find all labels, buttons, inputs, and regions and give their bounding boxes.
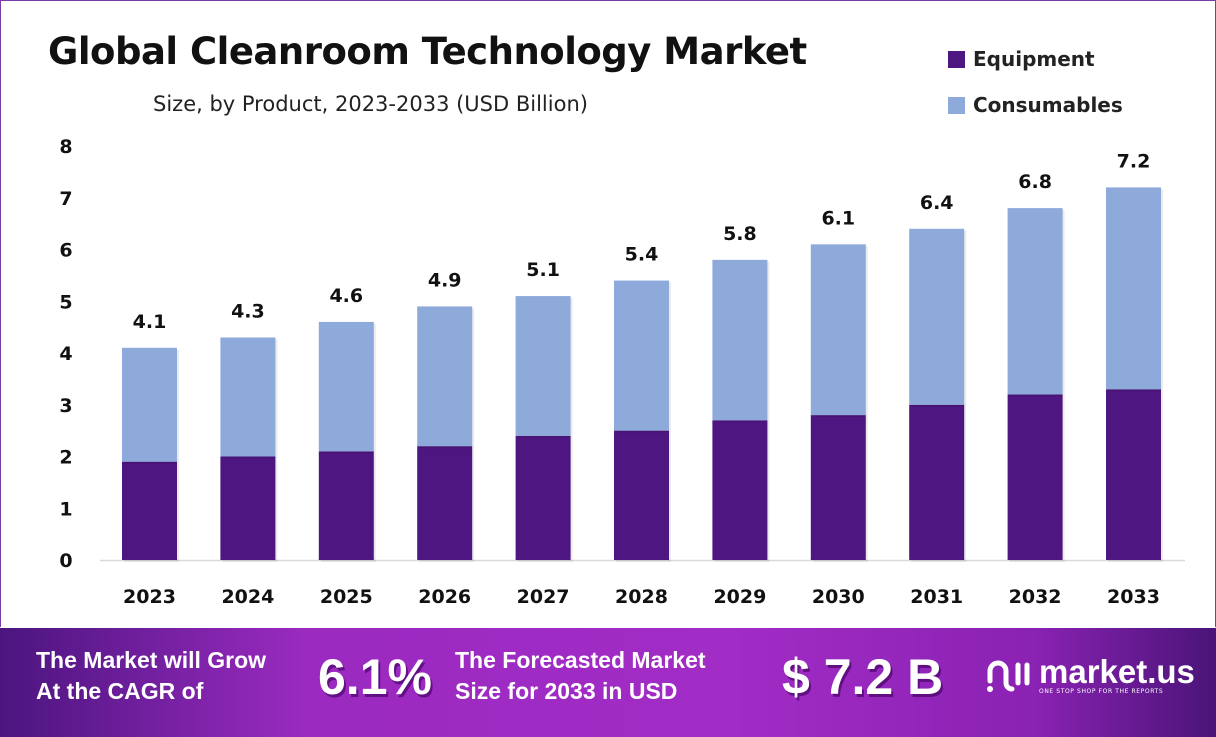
bar-consumables-2023 <box>122 347 177 462</box>
bar-equipment-2028 <box>614 430 669 560</box>
data-label-total: 4.9 <box>428 269 462 291</box>
legend-label: Consumables <box>973 93 1123 117</box>
legend-label: Equipment <box>973 47 1095 71</box>
y-tick-label: 1 <box>59 498 72 520</box>
bar-consumables-2028 <box>614 280 669 431</box>
x-tick-label: 2023 <box>123 586 176 608</box>
x-tick-label: 2032 <box>1009 586 1062 608</box>
y-tick-label: 2 <box>59 447 72 469</box>
bar-consumables-2032 <box>1007 208 1063 395</box>
data-label-total: 6.8 <box>1018 171 1052 193</box>
data-label-total: 6.4 <box>920 192 954 214</box>
market-us-logo: market.us ONE STOP SHOP FOR THE REPORTS <box>985 653 1195 697</box>
bar-consumables-2025 <box>318 321 374 452</box>
y-tick-label: 7 <box>59 188 72 210</box>
x-tick-label: 2030 <box>812 586 865 608</box>
bar-equipment-2024 <box>220 456 276 560</box>
bar-consumables-2031 <box>909 228 965 405</box>
data-label-total: 5.1 <box>526 259 560 281</box>
cagr-label-line: The Market will Grow <box>36 647 267 673</box>
data-label-total: 4.3 <box>231 300 265 322</box>
bar-equipment-2031 <box>909 404 965 560</box>
bar-equipment-2023 <box>122 461 177 560</box>
data-label-total: 4.1 <box>133 311 167 333</box>
legend-swatch <box>948 50 965 68</box>
data-label-total: 5.4 <box>625 244 659 266</box>
forecast-label-line: Size for 2033 in USD <box>455 678 678 704</box>
logo-name: market.us <box>1039 652 1195 690</box>
bar-equipment-2032 <box>1007 394 1063 560</box>
x-tick-label: 2027 <box>517 586 570 608</box>
chart-title: Global Cleanroom Technology Market <box>48 30 807 73</box>
x-tick-label: 2029 <box>713 586 766 608</box>
y-tick-label: 8 <box>59 136 72 158</box>
data-label-total: 6.1 <box>821 207 855 229</box>
forecast-value: $ 7.2 B <box>782 649 944 705</box>
bar-consumables-2026 <box>417 306 473 447</box>
bar-chart: 0 1 2 3 4 5 6 7 8 4.1 2023 4.3 2024 4.6 2025 4.9 2026 5.1… <box>59 136 1185 608</box>
cagr-label: The Market will Grow At the CAGR of <box>36 645 266 707</box>
data-label-total: 7.2 <box>1117 150 1151 172</box>
cagr-value: 6.1% <box>318 649 432 705</box>
x-tick-label: 2028 <box>615 586 668 608</box>
bar-consumables-2030 <box>810 244 866 416</box>
y-tick-label: 0 <box>59 550 72 572</box>
bar-consumables-2027 <box>515 296 571 436</box>
y-tick-label: 5 <box>59 291 72 313</box>
y-tick-label: 4 <box>59 343 72 365</box>
bar-consumables-2024 <box>220 337 276 457</box>
x-tick-label: 2025 <box>320 586 373 608</box>
chart-subtitle: Size, by Product, 2023-2033 (USD Billion… <box>153 92 588 116</box>
x-tick-label: 2033 <box>1107 586 1160 608</box>
bar-consumables-2033 <box>1106 187 1161 390</box>
forecast-label: The Forecasted Market Size for 2033 in U… <box>455 645 706 707</box>
logo-tagline: ONE STOP SHOP FOR THE REPORTS <box>1039 687 1164 695</box>
cagr-label-line: At the CAGR of <box>36 678 204 704</box>
data-label-total: 4.6 <box>329 285 363 307</box>
x-tick-label: 2026 <box>418 586 471 608</box>
forecast-label-line: The Forecasted Market <box>455 647 706 673</box>
legend-item-consumables: Consumables <box>948 93 1123 117</box>
footer-banner: The Market will Grow At the CAGR of 6.1%… <box>0 628 1216 737</box>
data-label-total: 5.8 <box>723 223 757 245</box>
y-tick-label: 6 <box>59 240 72 262</box>
y-tick-label: 3 <box>59 395 72 417</box>
bar-equipment-2033 <box>1106 389 1161 560</box>
x-tick-label: 2031 <box>910 586 963 608</box>
bar-equipment-2025 <box>318 451 374 560</box>
x-tick-label: 2024 <box>221 586 274 608</box>
logo-icon <box>987 660 1030 692</box>
bar-equipment-2029 <box>712 420 768 560</box>
bar-equipment-2026 <box>417 446 473 560</box>
bar-equipment-2027 <box>515 435 571 560</box>
bar-consumables-2029 <box>712 259 768 421</box>
bar-equipment-2030 <box>810 415 866 560</box>
legend-swatch <box>948 96 965 114</box>
legend-item-equipment: Equipment <box>948 47 1095 71</box>
